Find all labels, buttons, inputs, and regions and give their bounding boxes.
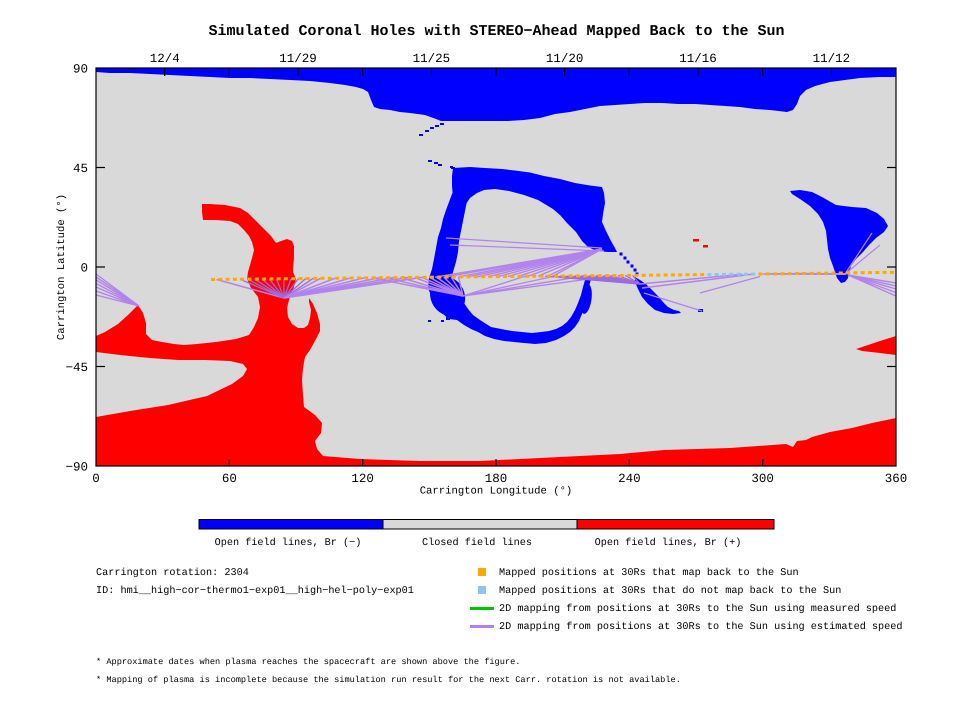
svg-text:Carrington Latitude (°): Carrington Latitude (°): [56, 194, 68, 340]
svg-text:120: 120: [351, 472, 374, 486]
svg-text:Closed field lines: Closed field lines: [422, 537, 532, 549]
svg-text:11/20: 11/20: [546, 52, 584, 66]
svg-text:Mapped positions at 30Rs that: Mapped positions at 30Rs that do not map…: [499, 585, 841, 597]
svg-text:11/29: 11/29: [279, 52, 317, 66]
svg-text:11/16: 11/16: [679, 52, 717, 66]
svg-text:45: 45: [73, 162, 88, 176]
svg-text:180: 180: [485, 472, 508, 486]
svg-text:12/4: 12/4: [150, 52, 180, 66]
svg-text:2D mapping from positions at 3: 2D mapping from positions at 30Rs to the…: [499, 603, 896, 615]
svg-text:Open field lines, Br (+): Open field lines, Br (+): [595, 537, 742, 549]
svg-text:Mapped positions at 30Rs that: Mapped positions at 30Rs that map back t…: [499, 567, 799, 579]
svg-text:Carrington rotation: 2304: Carrington rotation: 2304: [96, 567, 249, 579]
svg-text:300: 300: [751, 472, 774, 486]
svg-text:−45: −45: [65, 361, 88, 375]
svg-text:−90: −90: [65, 461, 88, 475]
svg-text:* Mapping of plasma is incompl: * Mapping of plasma is incomplete becaus…: [96, 675, 681, 685]
svg-text:ID: hmi__high−cor−thermo1−exp0: ID: hmi__high−cor−thermo1−exp01__high−he…: [96, 585, 414, 597]
svg-text:240: 240: [618, 472, 641, 486]
svg-text:2D mapping from positions at 3: 2D mapping from positions at 30Rs to the…: [499, 621, 903, 633]
svg-text:Simulated Coronal Holes with S: Simulated Coronal Holes with STEREO−Ahea…: [208, 23, 784, 40]
svg-text:360: 360: [885, 472, 908, 486]
svg-text:* Approximate dates when plasm: * Approximate dates when plasma reaches …: [96, 657, 520, 667]
svg-text:11/12: 11/12: [813, 52, 851, 66]
svg-text:0: 0: [92, 472, 100, 486]
svg-text:Carrington Longitude (°): Carrington Longitude (°): [420, 486, 573, 498]
svg-text:Open field lines, Br (−): Open field lines, Br (−): [215, 537, 362, 549]
svg-text:11/25: 11/25: [413, 52, 451, 66]
svg-text:90: 90: [73, 63, 88, 77]
svg-text:60: 60: [222, 472, 237, 486]
svg-text:0: 0: [80, 262, 88, 276]
